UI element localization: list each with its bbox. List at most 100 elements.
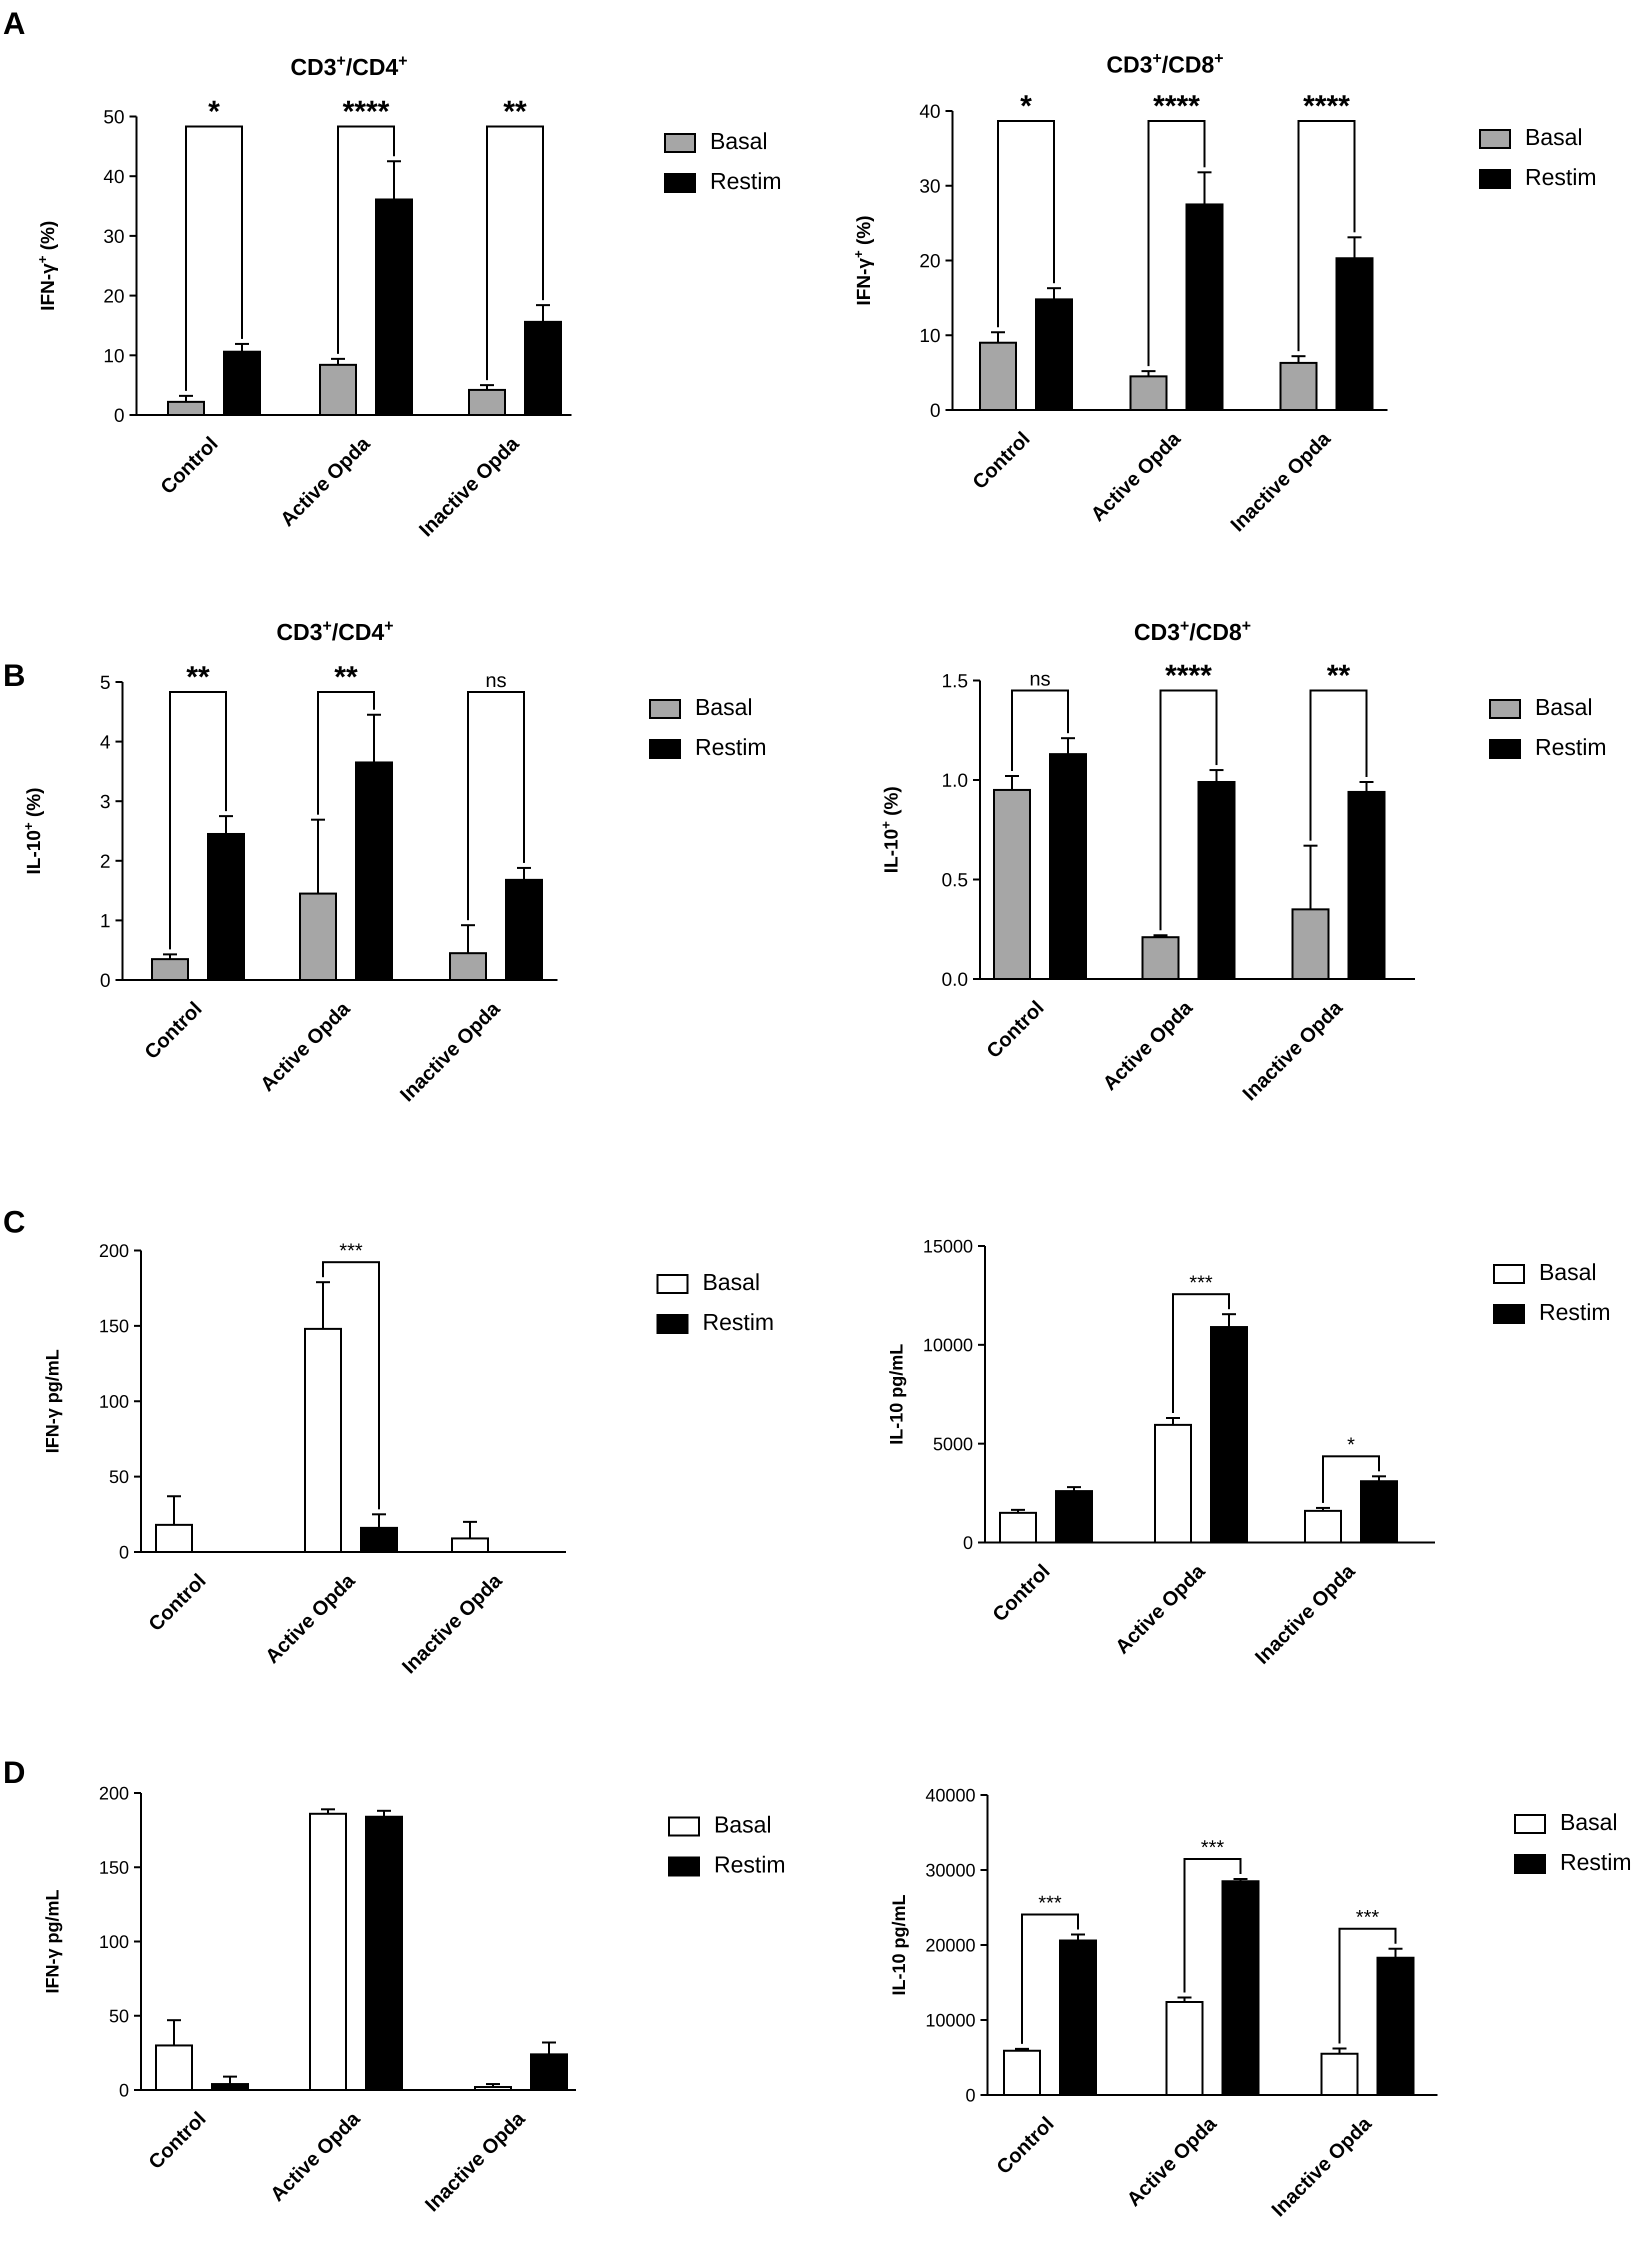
significance-label: ** — [504, 94, 527, 128]
legend-swatch-restim — [668, 1856, 700, 1876]
x-tick-label: Control — [992, 2112, 1058, 2178]
bar-restim — [1049, 753, 1087, 980]
legend-label-restim: Restim — [714, 1852, 786, 1878]
bar-basal — [151, 958, 189, 982]
legend-label-restim: Restim — [702, 1309, 774, 1335]
bar-restim — [207, 832, 245, 981]
legend-label-restim: Restim — [695, 734, 766, 760]
x-tick-label: Inactive Opda — [1238, 996, 1347, 1105]
bar-basal — [304, 1328, 342, 1554]
bar-restim — [1360, 1480, 1398, 1544]
bar-basal — [451, 1537, 489, 1553]
significance-bracket — [337, 126, 395, 354]
legend-swatch-basal — [1479, 129, 1511, 149]
x-tick-label: Inactive Opda — [1268, 2112, 1376, 2221]
y-tick-label: 0.5 — [942, 870, 968, 891]
legend-swatch-restim — [1479, 169, 1511, 189]
bar-restim — [524, 320, 562, 416]
panel-label-c: C — [3, 1205, 26, 1240]
legend-swatch-restim — [656, 1314, 688, 1334]
legend-label-basal: Basal — [1560, 1809, 1618, 1835]
bar-basal — [299, 892, 337, 982]
x-tick-label: Control — [144, 1570, 210, 1636]
x-tick-label: Active Opda — [1086, 428, 1185, 526]
significance-bracket — [1172, 1293, 1230, 1413]
y-tick-label: 150 — [99, 1316, 129, 1336]
legend-label-restim: Restim — [1525, 164, 1596, 190]
significance-bracket — [1021, 1914, 1079, 2044]
y-axis-label: IL-10+ (%) — [878, 786, 902, 874]
chart-D-right: 0 10000 20000 30000 40000 IL-10 pg/mL *** Contr… — [888, 1785, 1632, 2221]
y-tick-label: 100 — [99, 1391, 129, 1412]
bar-restim — [223, 350, 261, 416]
bar-basal — [1292, 908, 1330, 980]
significance-bracket — [1322, 1455, 1380, 1503]
y-tick-label: 30000 — [926, 1860, 976, 1880]
y-tick-label: 40 — [104, 166, 124, 188]
y-tick-label: 40 — [920, 102, 940, 122]
significance-label: * — [1347, 1434, 1355, 1456]
significance-label: *** — [1201, 1836, 1224, 1858]
significance-label: ** — [334, 660, 358, 694]
bar-basal — [1304, 1510, 1342, 1544]
bar-restim — [1222, 1880, 1260, 2096]
y-tick-label: 0 — [963, 1532, 973, 1553]
x-tick-label: Inactive Opda — [421, 2108, 530, 2216]
bar-basal — [1320, 2052, 1358, 2096]
chart-title: CD3+/CD4+ — [290, 52, 408, 80]
legend-swatch-basal — [668, 1816, 700, 1836]
y-tick-label: 1.0 — [942, 770, 968, 792]
x-tick-label: Inactive Opda — [415, 432, 524, 541]
x-tick-label: Control — [982, 996, 1048, 1062]
bar-restim — [1348, 790, 1386, 980]
y-tick-label: 1 — [100, 910, 110, 932]
significance-bracket — [1148, 120, 1206, 366]
bar-basal — [1280, 362, 1318, 411]
y-tick-label: 5 — [100, 672, 110, 694]
significance-label: ** — [186, 660, 210, 694]
x-tick-label: Active Opda — [1098, 996, 1197, 1095]
bar-basal — [155, 1524, 193, 1553]
chart-B-right: 0.0 0.5 1.0 1.5 IL-10+ (%) CD3+/CD8+ ns Control… — [878, 616, 1606, 1105]
y-tick-label: 0 — [100, 970, 110, 992]
significance-label: **** — [342, 94, 390, 128]
bar-basal — [993, 788, 1031, 980]
y-axis-label: IFN-γ+ (%) — [851, 216, 874, 306]
legend-swatch-restim — [664, 173, 696, 193]
chart-C-left: 0 50 100 150 200 IFN-γ pg/mL Control *** Active … — [42, 1240, 774, 1678]
y-axis-label: IFN-γ+ (%) — [35, 220, 58, 310]
significance-label: ns — [1030, 668, 1050, 690]
y-tick-label: 1.5 — [942, 671, 968, 692]
x-tick-label: Inactive Opda — [398, 1570, 506, 1678]
bar-restim — [365, 1816, 403, 2091]
chart-B-left: 0 1 2 3 4 5 IL-10+ (%) CD3+/CD4+ ** Control ** Acti… — [21, 616, 766, 1106]
legend-swatch-restim — [1514, 1854, 1546, 1874]
bar-basal — [979, 342, 1017, 412]
chart-title: CD3+/CD4+ — [276, 616, 394, 645]
bar-restim — [375, 198, 413, 416]
x-tick-label: Active Opda — [1122, 2112, 1221, 2211]
x-tick-label: Control — [156, 432, 222, 498]
significance-label: *** — [340, 1240, 363, 1262]
legend-swatch-restim — [1493, 1304, 1525, 1324]
x-tick-label: Inactive Opda — [1251, 1560, 1360, 1668]
chart-A-left: 0 10 20 30 40 50 IFN-γ+ (%) CD3+/CD4+ * Control **… — [35, 52, 782, 541]
y-tick-label: 0 — [114, 406, 124, 426]
bar-restim — [530, 2053, 568, 2092]
y-tick-label: 50 — [109, 2006, 129, 2026]
bar-basal — [155, 2044, 193, 2091]
significance-bracket — [1298, 120, 1356, 352]
significance-bracket — [322, 1261, 380, 1510]
y-tick-label: 30 — [104, 226, 124, 247]
y-tick-label: 2 — [100, 851, 110, 872]
significance-bracket — [1310, 690, 1368, 841]
bar-basal — [449, 952, 487, 981]
bar-restim — [355, 761, 393, 982]
significance-bracket — [997, 120, 1055, 328]
legend-label-restim: Restim — [710, 168, 782, 194]
y-tick-label: 20 — [920, 251, 940, 272]
legend-label-basal: Basal — [714, 1812, 772, 1838]
bar-basal — [1130, 375, 1168, 411]
